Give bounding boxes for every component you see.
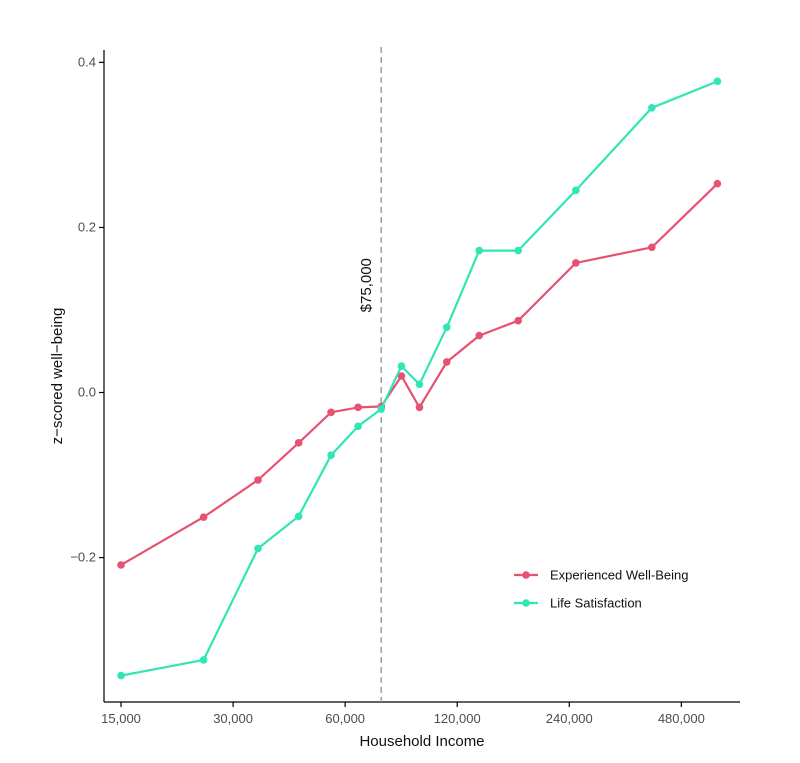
data-point (354, 422, 362, 431)
data-point (713, 77, 722, 86)
x-axis-title: Household Income (359, 733, 484, 750)
series-line (120, 80, 718, 677)
x-tick-label: 480,000 (658, 711, 705, 726)
x-tick-label: 60,000 (325, 711, 365, 726)
y-tick-label: 0.4 (78, 54, 96, 69)
data-point (442, 323, 451, 332)
data-point (327, 408, 335, 417)
data-point (354, 403, 362, 412)
legend-swatch-point (522, 599, 530, 607)
legend-item: Experienced Well-Being (514, 568, 689, 583)
data-point (648, 243, 656, 252)
data-point (648, 103, 656, 112)
data-point (199, 513, 208, 521)
data-point (199, 656, 208, 664)
y-axis-title: z−scored well−being (49, 308, 66, 445)
x-tick-label: 240,000 (546, 711, 593, 726)
data-point (572, 186, 580, 195)
data-point (377, 405, 386, 413)
legend-swatch-point (522, 571, 530, 579)
data-point (254, 544, 262, 553)
data-point (415, 380, 424, 389)
data-point (397, 372, 406, 380)
data-point (117, 561, 125, 569)
data-point (572, 259, 580, 267)
y-tick-label: 0.0 (78, 385, 96, 400)
x-axis-ticks: 15,000 30,000 60,000 120,000 240,000 480,000 (101, 702, 705, 726)
y-axis-ticks: −0.2 0.0 0.2 0.4 (70, 54, 104, 565)
legend-item: Life Satisfaction (514, 596, 642, 611)
data-point (294, 439, 303, 447)
data-point (415, 403, 424, 412)
series-life-satisfaction (117, 77, 722, 680)
data-point (327, 451, 335, 460)
data-point (713, 179, 722, 188)
series-layer (117, 77, 722, 680)
data-point (117, 671, 125, 680)
x-tick-label: 120,000 (434, 711, 481, 726)
data-point (475, 331, 484, 340)
y-tick-label: −0.2 (70, 550, 96, 565)
data-point (475, 246, 484, 255)
x-tick-label: 30,000 (213, 711, 253, 726)
y-tick-label: 0.2 (78, 219, 96, 234)
axes (103, 50, 740, 703)
data-point (442, 358, 451, 366)
data-point (514, 246, 523, 255)
legend-label: Experienced Well-Being (550, 568, 689, 583)
series-line (120, 182, 719, 566)
legend: Experienced Well-Being Life Satisfaction (514, 568, 689, 611)
legend-label: Life Satisfaction (550, 596, 642, 611)
data-point (254, 476, 262, 484)
reference-line-label: $75,000 (358, 258, 375, 312)
x-tick-label: 15,000 (101, 711, 141, 726)
series-experienced-well-being (117, 179, 722, 569)
data-point (514, 316, 523, 325)
data-point (294, 512, 303, 521)
data-point (397, 362, 406, 370)
